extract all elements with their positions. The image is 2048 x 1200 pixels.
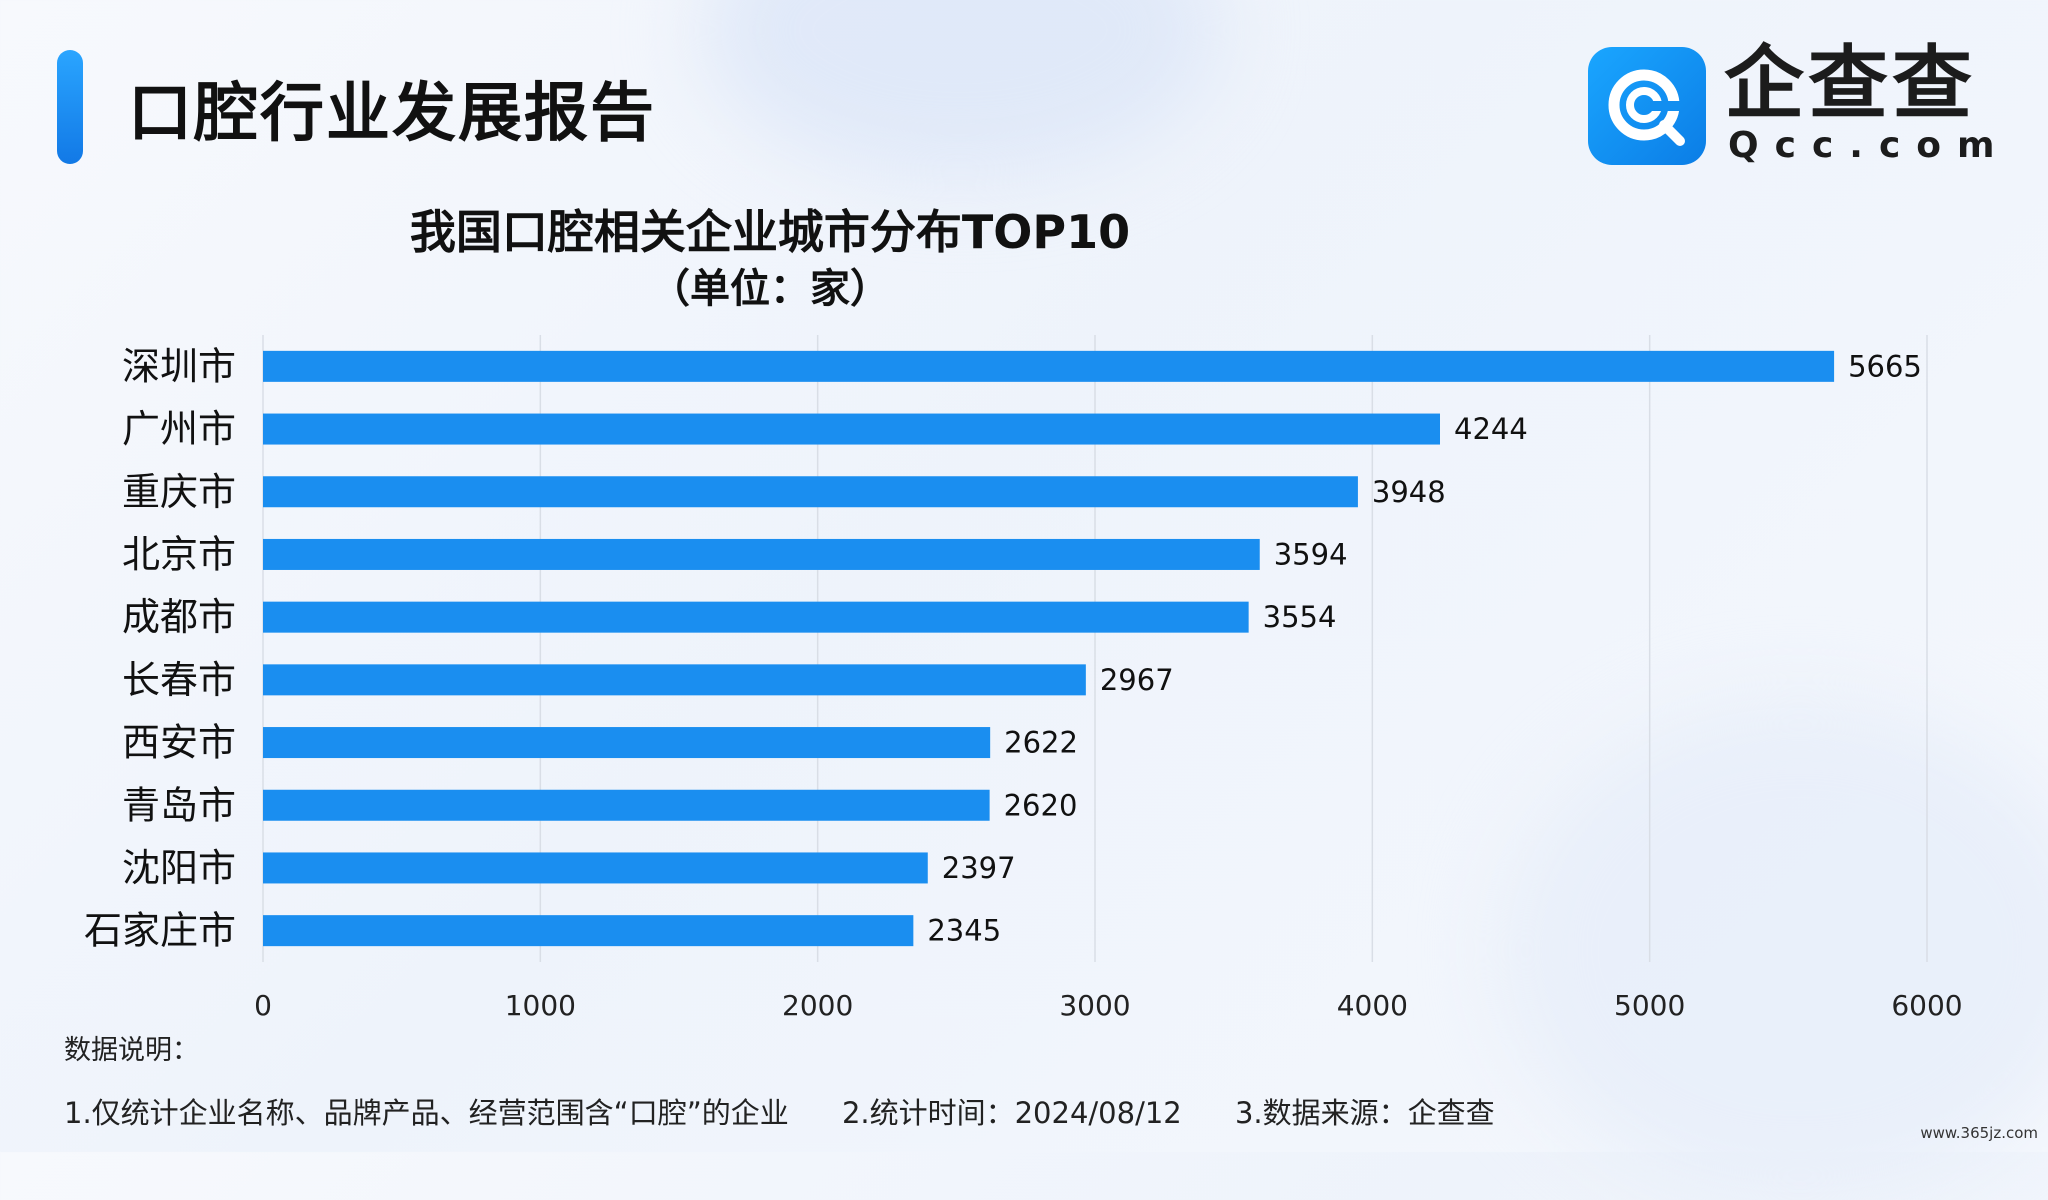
y-category-label: 西安市 — [122, 721, 236, 765]
x-tick-label: 1000 — [505, 989, 576, 1022]
bar-value-label: 2397 — [942, 851, 1016, 885]
bar — [263, 789, 990, 821]
bar-value-label: 2622 — [1004, 726, 1078, 760]
y-category-label: 广州市 — [122, 407, 236, 451]
bar-value-label: 3554 — [1263, 600, 1337, 634]
y-category-label: 石家庄市 — [84, 909, 236, 953]
bar — [263, 664, 1086, 696]
bar — [263, 601, 1249, 633]
y-category-label: 长春市 — [122, 658, 236, 702]
title-accent-bar — [57, 50, 83, 164]
bar-value-label: 2620 — [1004, 788, 1078, 822]
x-tick-label: 3000 — [1059, 989, 1130, 1022]
bar — [263, 413, 1441, 445]
bar-chart: 0 1000 2000 3000 4000 5000 6000 深圳市 5665 广州市 4244 重… — [84, 335, 1963, 1022]
bar-value-label: 3948 — [1372, 475, 1446, 509]
chart-subtitle: （单位：家） — [650, 266, 890, 312]
brand-name-cn: 企查查 — [1724, 37, 1976, 130]
notes-list: 1.仅统计企业名称、品牌产品、经营范围含“口腔”的企业 2.统计时间：2024/… — [64, 1090, 1539, 1132]
qcc-logo-icon — [1588, 47, 1706, 165]
bar-value-label: 2345 — [927, 914, 1001, 948]
x-tick-label: 6000 — [1891, 989, 1962, 1022]
chart-title: 我国口腔相关企业城市分布TOP10 — [409, 205, 1131, 259]
report-title: 口腔行业发展报告 — [128, 77, 656, 151]
bar-value-label: 4244 — [1454, 412, 1528, 446]
note-item: 1.仅统计企业名称、品牌产品、经营范围含“口腔”的企业 — [64, 1096, 789, 1130]
y-category-label: 重庆市 — [122, 470, 236, 514]
note-item: 3.数据来源：企查查 — [1234, 1096, 1495, 1130]
bar — [263, 727, 991, 759]
note-item: 2.统计时间：2024/08/12 — [841, 1096, 1182, 1130]
x-tick-label: 5000 — [1614, 989, 1685, 1022]
y-category-label: 成都市 — [122, 595, 236, 639]
bar-value-label: 5665 — [1848, 349, 1922, 383]
bar — [263, 350, 1835, 382]
notes-label: 数据说明： — [64, 1035, 199, 1066]
y-category-label: 深圳市 — [122, 344, 236, 388]
bar — [263, 476, 1358, 508]
y-category-label: 沈阳市 — [122, 846, 236, 890]
x-tick-label: 2000 — [782, 989, 853, 1022]
bar-value-label: 2967 — [1100, 663, 1174, 697]
bar — [263, 852, 928, 884]
y-category-label: 青岛市 — [122, 783, 236, 827]
y-category-label: 北京市 — [122, 532, 236, 576]
bar — [263, 538, 1260, 570]
brand-name-en: Qcc.com — [1728, 125, 2011, 166]
bar-value-label: 3594 — [1274, 537, 1348, 571]
watermark: www.365jz.com — [1920, 1124, 2038, 1142]
bar — [263, 915, 914, 947]
x-tick-label: 4000 — [1337, 989, 1408, 1022]
x-tick-label: 0 — [254, 989, 272, 1022]
